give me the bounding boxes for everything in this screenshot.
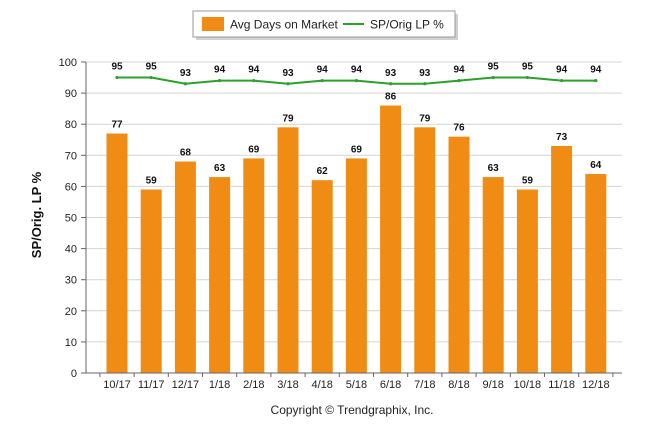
line-data-label: 93 [419,68,431,79]
y-tick-label: 80 [65,119,77,131]
line-point [183,82,187,86]
x-tick-label: 11/17 [138,379,165,391]
bar-avg-days-on-market [516,189,538,373]
bar-data-label: 59 [522,176,534,187]
line-data-label: 94 [453,65,465,76]
x-tick-label: 10/17 [103,379,131,391]
x-tick-label: 8/18 [448,379,469,391]
bar-data-label: 68 [180,148,192,159]
line-point [423,82,427,86]
bar-avg-days-on-market [209,177,231,373]
y-tick-label: 90 [65,88,77,100]
line-point [525,75,530,80]
line-data-label: 94 [590,65,602,76]
line-point [491,75,495,80]
bar-data-label: 64 [590,160,602,171]
line-point [320,79,324,83]
bar-avg-days-on-market [106,133,128,373]
x-tick-label: 1/18 [209,379,230,391]
line-point [457,79,461,83]
data-labels: 77 59 68 63 69 79 62 69 86 79 76 63 59 73 64 95 95 93 94 94… [111,62,601,187]
bars [106,105,607,373]
legend-label-avg-days-on-market: Avg Days on Market [230,18,338,32]
line-data-label: 94 [214,65,226,76]
y-tick-label: 10 [65,337,77,349]
x-tick-label: 12/18 [582,379,610,391]
y-axis-title: SP/Orig. LP % [29,171,44,258]
x-tick-label: 7/18 [414,379,435,391]
bar-data-label: 63 [214,163,226,174]
bar-avg-days-on-market [414,127,436,373]
bar-data-label: 77 [111,120,123,131]
line-point [286,82,290,86]
sp-orig-lp-series [115,75,598,86]
legend-label-sp-orig-lp: SP/Orig LP % [370,18,444,32]
bar-avg-days-on-market [551,145,573,373]
bar-avg-days-on-market [448,136,470,373]
axes: 0 10 20 30 40 50 60 70 80 90 100 10/17 11/17 12/17 1/1… [59,57,622,391]
legend: Avg Days on Market SP/Orig LP % [192,10,458,40]
line-data-label: 94 [317,65,329,76]
x-tick-label: 3/18 [277,379,298,391]
line-point [594,79,598,83]
x-tick-label: 6/18 [380,379,401,391]
line-data-label: 95 [111,62,123,73]
line-data-label: 94 [351,65,363,76]
line-point [252,79,256,83]
x-tick-label: 2/18 [243,379,264,391]
bar-avg-days-on-market [585,173,607,373]
line-point [389,82,393,86]
bar-data-label: 76 [453,123,465,134]
x-tick-label: 11/18 [548,379,575,391]
line-data-label: 95 [146,62,158,73]
line-data-label: 94 [248,65,260,76]
bar-data-label: 86 [385,92,397,103]
line-data-label: 93 [180,68,192,79]
line-data-label: 94 [556,65,568,76]
y-tick-label: 30 [65,275,77,287]
x-tick-label: 4/18 [311,379,332,391]
bar-avg-days-on-market [243,158,265,373]
bar-data-label: 79 [282,113,294,124]
line-point [560,79,564,83]
y-tick-label: 20 [65,306,77,318]
bar-avg-days-on-market [311,180,333,373]
legend-box [192,10,456,38]
x-tick-label: 5/18 [346,379,367,391]
y-tick-label: 60 [65,181,77,193]
y-tick-label: 0 [71,368,77,380]
bar-data-label: 62 [317,166,329,177]
line-point [149,75,153,80]
bar-data-label: 69 [351,144,363,155]
y-tick-label: 50 [65,213,77,225]
legend-swatch-avg-days-on-market [202,17,224,31]
y-tick-label: 100 [59,57,77,69]
line-point [115,75,119,80]
bar-avg-days-on-market [380,105,402,373]
line-data-label: 93 [282,68,294,79]
line-data-label: 93 [385,68,397,79]
x-tick-label: 9/18 [482,379,503,391]
bar-avg-days-on-market [277,127,299,373]
x-tick-label: 12/17 [172,379,200,391]
line-point [354,79,358,83]
line-point [218,79,222,83]
y-tick-label: 40 [65,244,77,256]
copyright-text: Copyright © Trendgraphix, Inc. [271,403,434,417]
bar-avg-days-on-market [174,161,196,373]
bar-data-label: 69 [248,144,260,155]
line-data-label: 95 [488,62,500,73]
line-data-label: 95 [522,62,534,73]
bar-avg-days-on-market [482,177,504,373]
bar-data-label: 79 [419,113,431,124]
bar-avg-days-on-market [345,158,367,373]
y-tick-label: 70 [65,150,77,162]
bar-data-label: 59 [146,176,158,187]
bar-data-label: 63 [488,163,500,174]
bar-data-label: 73 [556,132,568,143]
x-tick-label: 10/18 [514,379,542,391]
bar-avg-days-on-market [140,189,162,373]
